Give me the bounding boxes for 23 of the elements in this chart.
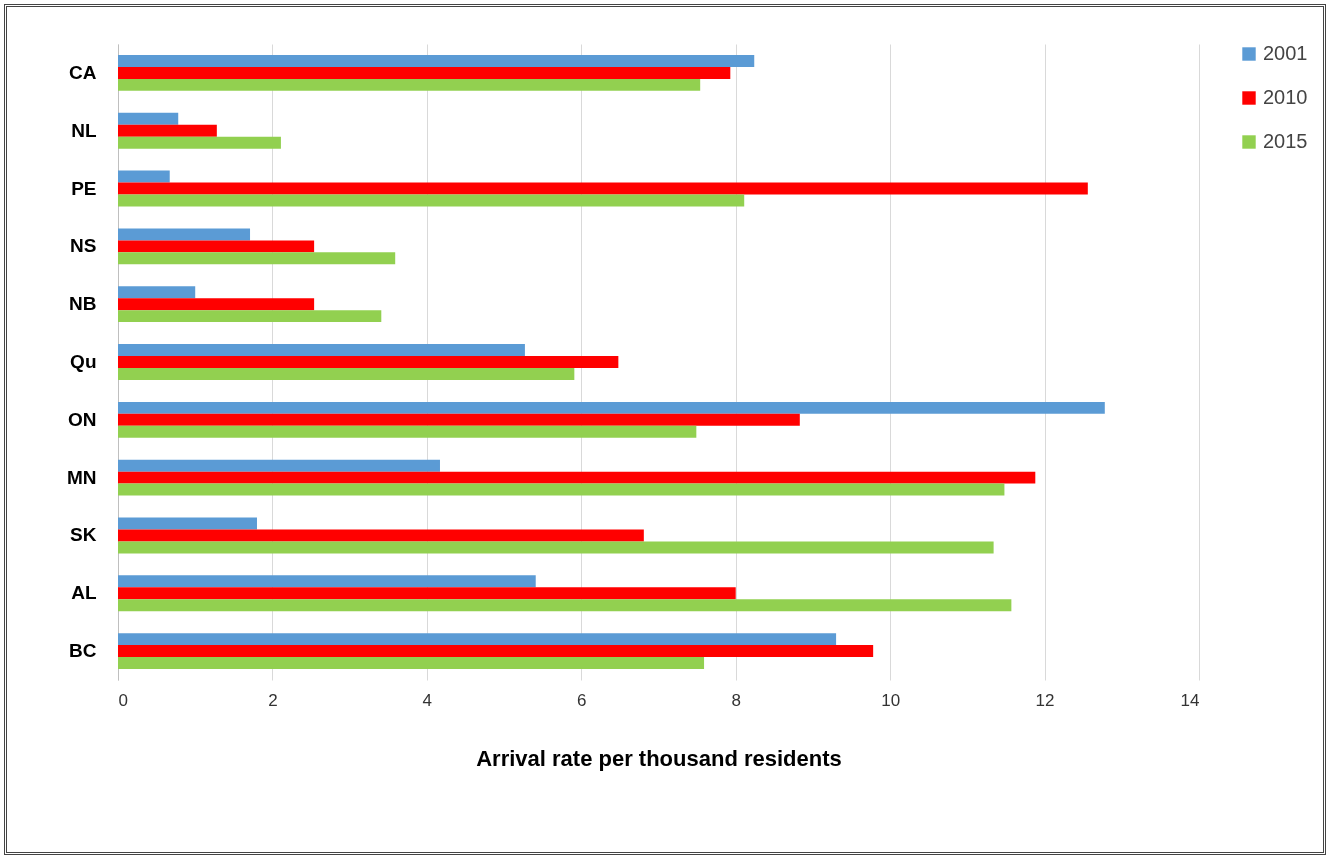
- y-tick-label: CA: [69, 61, 97, 83]
- y-tick-label: NB: [69, 293, 97, 315]
- x-tick-label: 14: [1180, 690, 1200, 710]
- legend-label: 2015: [1263, 130, 1308, 152]
- x-tick-label: 0: [118, 690, 128, 710]
- y-tick-label: Qu: [70, 351, 97, 372]
- legend-label: 2001: [1263, 42, 1308, 64]
- y-tick-label: SK: [70, 524, 97, 546]
- y-tick-label: PE: [71, 177, 97, 199]
- x-tick-label: 8: [731, 690, 741, 710]
- x-tick-label: 10: [881, 690, 901, 710]
- x-tick-label: 6: [577, 690, 587, 710]
- y-tick-label: ON: [68, 408, 97, 430]
- y-tick-label: NL: [71, 119, 97, 141]
- x-axis-title: Arrival rate per thousand residents: [476, 745, 842, 771]
- legend-label: 2010: [1263, 86, 1308, 108]
- x-tick-label: 4: [422, 690, 433, 710]
- y-tick-label: NS: [70, 235, 97, 257]
- y-tick-label: BC: [69, 640, 97, 662]
- y-tick-label: AL: [71, 582, 97, 604]
- x-tick-label: 2: [268, 690, 278, 710]
- x-tick-label: 12: [1035, 690, 1055, 710]
- y-tick-label: MN: [66, 466, 97, 488]
